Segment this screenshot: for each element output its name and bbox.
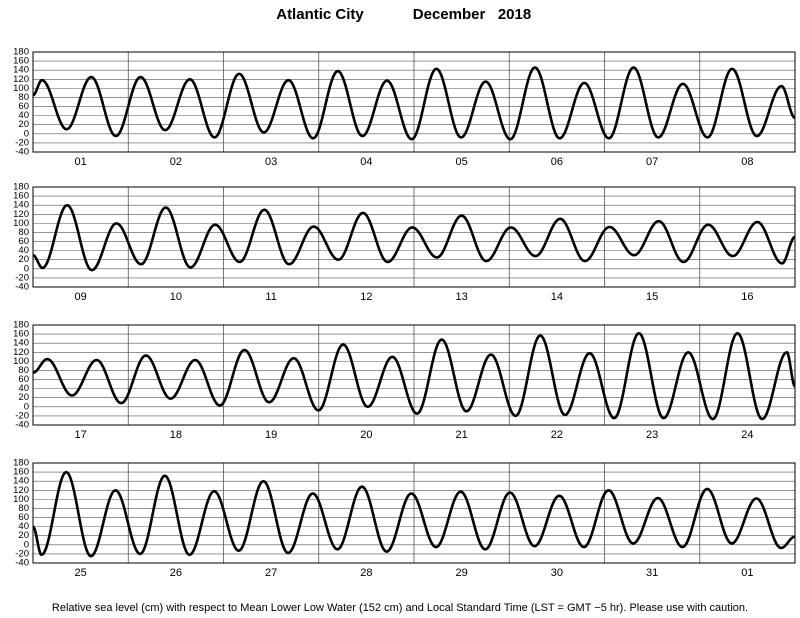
y-tick-label: 60 — [18, 374, 29, 385]
y-tick-label: 160 — [13, 56, 29, 67]
x-tick-label: 31 — [646, 567, 658, 579]
x-tick-label: 25 — [75, 567, 87, 579]
y-tick-label: 120 — [13, 485, 29, 496]
x-tick-label: 09 — [75, 291, 87, 303]
x-tick-label: 24 — [741, 429, 753, 441]
tide-line — [32, 470, 796, 558]
y-tick-label: -20 — [15, 410, 29, 421]
y-tick-label: 40 — [18, 110, 29, 121]
x-tick-label: 01 — [75, 156, 87, 168]
x-tick-label: 13 — [456, 291, 468, 303]
y-tick-label: 100 — [13, 218, 29, 229]
y-tick-label: 160 — [13, 467, 29, 478]
y-tick-label: 140 — [13, 338, 29, 349]
y-tick-label: 40 — [18, 245, 29, 256]
y-tick-label: 80 — [18, 227, 29, 238]
chart-title: Atlantic City — [276, 6, 364, 23]
x-tick-label: 26 — [170, 567, 182, 579]
tide-line — [32, 203, 796, 272]
y-tick-label: 180 — [13, 47, 29, 58]
x-tick-label: 10 — [170, 291, 182, 303]
tide-line — [32, 331, 796, 421]
y-tick-label: 100 — [13, 83, 29, 94]
y-tick-label: 60 — [18, 512, 29, 523]
y-tick-label: -20 — [15, 137, 29, 148]
y-tick-label: -40 — [15, 282, 29, 293]
y-tick-label: 140 — [13, 476, 29, 487]
y-tick-label: 60 — [18, 236, 29, 247]
y-tick-label: 180 — [13, 182, 29, 193]
x-tick-label: 21 — [456, 429, 468, 441]
y-tick-label: 140 — [13, 200, 29, 211]
x-tick-label: 08 — [741, 156, 753, 168]
y-tick-label: 60 — [18, 101, 29, 112]
y-tick-label: 20 — [18, 392, 29, 403]
y-tick-label: 160 — [13, 191, 29, 202]
y-tick-label: 120 — [13, 209, 29, 220]
x-tick-label: 22 — [551, 429, 563, 441]
y-tick-label: -20 — [15, 548, 29, 559]
chart-subtitle: December 2018 — [413, 6, 531, 23]
x-tick-label: 07 — [646, 156, 658, 168]
footnote: Relative sea level (cm) with respect to … — [52, 602, 748, 614]
y-tick-label: -40 — [15, 147, 29, 158]
y-tick-label: 20 — [18, 254, 29, 265]
y-tick-label: 80 — [18, 92, 29, 103]
plot-frame — [32, 324, 796, 426]
y-tick-label: -20 — [15, 272, 29, 283]
y-tick-label: 0 — [24, 539, 29, 550]
x-tick-label: 12 — [360, 291, 372, 303]
x-tick-label: 30 — [551, 567, 563, 579]
x-tick-label: 19 — [265, 429, 277, 441]
x-tick-label: 02 — [170, 156, 182, 168]
x-tick-label: 15 — [646, 291, 658, 303]
x-tick-label: 05 — [456, 156, 468, 168]
tide-line — [32, 66, 796, 141]
x-tick-label: 16 — [741, 291, 753, 303]
y-tick-label: 140 — [13, 65, 29, 76]
y-tick-label: 160 — [13, 329, 29, 340]
x-tick-label: 23 — [646, 429, 658, 441]
y-tick-label: 100 — [13, 356, 29, 367]
x-tick-label: 03 — [265, 156, 277, 168]
y-tick-label: 120 — [13, 347, 29, 358]
plot-frame — [32, 51, 796, 153]
x-tick-label: 01 — [741, 567, 753, 579]
y-tick-label: 180 — [13, 320, 29, 331]
x-tick-label: 17 — [75, 429, 87, 441]
y-tick-label: 80 — [18, 503, 29, 514]
x-tick-label: 20 — [360, 429, 372, 441]
y-tick-label: -40 — [15, 420, 29, 431]
y-tick-label: 20 — [18, 119, 29, 130]
y-tick-label: 0 — [24, 128, 29, 139]
x-tick-label: 18 — [170, 429, 182, 441]
x-tick-label: 04 — [360, 156, 372, 168]
y-tick-label: -40 — [15, 558, 29, 569]
x-tick-label: 11 — [265, 291, 276, 303]
y-tick-label: 40 — [18, 383, 29, 394]
x-tick-label: 29 — [456, 567, 468, 579]
y-tick-label: 20 — [18, 530, 29, 541]
x-tick-label: 27 — [265, 567, 277, 579]
plot-frame — [32, 186, 796, 288]
y-tick-label: 180 — [13, 458, 29, 469]
y-tick-label: 0 — [24, 401, 29, 412]
y-tick-label: 120 — [13, 74, 29, 85]
y-tick-label: 40 — [18, 521, 29, 532]
x-tick-label: 06 — [551, 156, 563, 168]
x-tick-label: 28 — [360, 567, 372, 579]
y-tick-label: 100 — [13, 494, 29, 505]
x-tick-label: 14 — [551, 291, 563, 303]
y-tick-label: 80 — [18, 365, 29, 376]
plot-frame — [32, 462, 796, 564]
y-tick-label: 0 — [24, 263, 29, 274]
